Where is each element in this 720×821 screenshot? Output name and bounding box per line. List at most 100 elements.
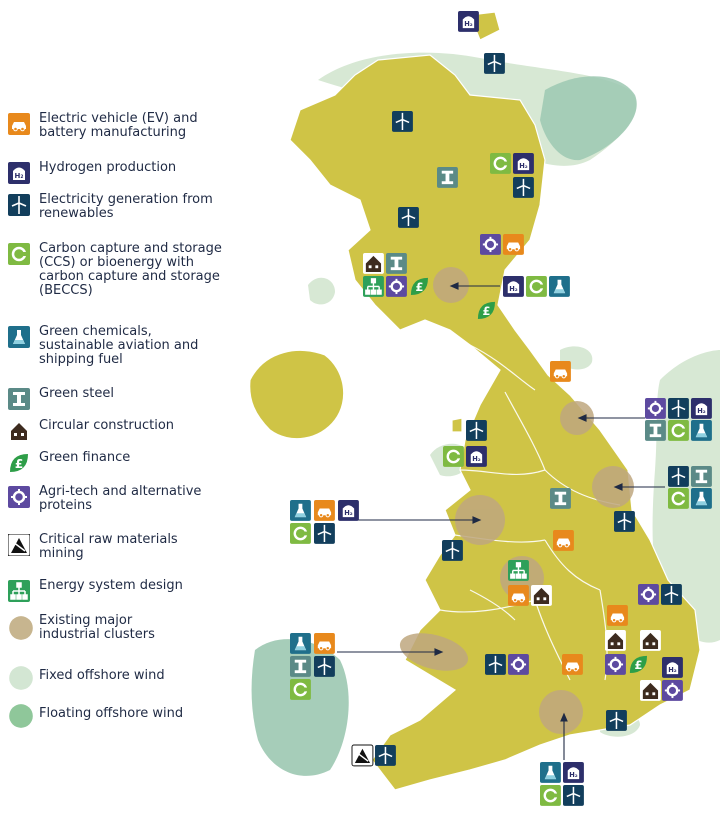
electric-vehicle-icon (553, 530, 574, 551)
legend-label-hydrogen: Hydrogen production (39, 160, 177, 175)
electric-vehicle-icon (8, 113, 30, 135)
electric-vehicle-icon (503, 234, 524, 255)
flask-icon (549, 276, 570, 297)
cluster-humber (592, 466, 634, 508)
carbon-capture-icon (290, 523, 311, 544)
house-icon (531, 585, 552, 606)
pound-leaf-icon: £ (410, 277, 428, 295)
legend-label-renewables: Electricity generation from renewables (39, 192, 213, 221)
legend-item-agri-tech: Agri-tech and alternative proteins (8, 485, 229, 513)
legend-item-green-steel: Green steel (8, 387, 229, 410)
legend-label-floating-wind: Floating offshore wind (39, 706, 184, 721)
house-icon (363, 253, 384, 274)
svg-text:H₂: H₂ (15, 172, 24, 180)
flask-icon (290, 633, 311, 654)
house-icon (8, 420, 30, 442)
legend-item-green-finance: £ Green finance (8, 451, 229, 474)
hydrogen-icon: H₂ (458, 11, 479, 32)
electric-vehicle-icon (508, 585, 529, 606)
legend-item-ccs: Carbon capture and storage (CCS) or bioe… (8, 242, 229, 298)
legend-item-energy-system: Energy system design (8, 579, 229, 602)
mining-icon (8, 534, 30, 556)
steel-beam-icon (437, 167, 458, 188)
agri-tech-icon (662, 680, 683, 701)
svg-text:H₂: H₂ (569, 771, 578, 779)
svg-text:£: £ (15, 457, 23, 471)
legend-item-hydrogen: H₂ Hydrogen production (8, 161, 229, 184)
legend-label-ccs: Carbon capture and storage (CCS) or bioe… (39, 241, 222, 298)
steel-beam-icon (386, 253, 407, 274)
legend-label-energy-system: Energy system design (39, 578, 183, 593)
electric-vehicle-icon (607, 605, 628, 626)
agri-tech-icon (508, 654, 529, 675)
hydrogen-icon: H₂ (662, 657, 683, 678)
flask-icon (8, 326, 30, 348)
steel-beam-icon (290, 656, 311, 677)
legend-label-clusters: Existing major industrial clusters (39, 613, 155, 642)
svg-text:£: £ (634, 658, 642, 672)
floating-wind-swatch-icon (9, 704, 33, 728)
wind-turbine-icon (485, 654, 506, 675)
wind-turbine-icon (398, 207, 419, 228)
flask-icon (540, 762, 561, 783)
house-icon (640, 630, 661, 651)
wind-turbine-icon (661, 584, 682, 605)
legend-label-fixed-wind: Fixed offshore wind (39, 668, 165, 683)
fixed-wind-swatch-icon (9, 666, 33, 690)
legend-item-floating-wind: Floating offshore wind (8, 702, 229, 729)
hydrogen-icon: H₂ (563, 762, 584, 783)
hydrogen-icon: H₂ (691, 398, 712, 419)
hydrogen-icon: H₂ (513, 153, 534, 174)
legend-item-green-chemicals: Green chemicals, sustainable aviation an… (8, 325, 229, 367)
wind-turbine-icon (606, 710, 627, 731)
agri-tech-icon (8, 486, 30, 508)
carbon-capture-icon (540, 785, 561, 806)
legend-label-circular-construction: Circular construction (39, 418, 175, 433)
electric-vehicle-icon (314, 633, 335, 654)
house-icon (640, 680, 661, 701)
agri-tech-icon (638, 584, 659, 605)
legend-label-green-chemicals: Green chemicals, sustainable aviation an… (39, 324, 199, 367)
steel-beam-icon (645, 420, 666, 441)
wind-turbine-icon (314, 656, 335, 677)
wind-turbine-icon (484, 53, 505, 74)
wind-turbine-icon (668, 466, 689, 487)
wind-turbine-icon (314, 523, 335, 544)
legend-label-green-steel: Green steel (39, 386, 114, 401)
hydrogen-icon: H₂ (503, 276, 524, 297)
energy-network-icon (363, 276, 384, 297)
agri-tech-icon (605, 654, 626, 675)
legend-label-green-finance: Green finance (39, 450, 131, 465)
legend-label-ev: Electric vehicle (EV) and battery manufa… (39, 111, 198, 140)
floating-offshore-wind-zone-north (540, 76, 637, 161)
energy-network-icon (8, 580, 30, 602)
mining-icon (351, 744, 374, 767)
agri-tech-icon (645, 398, 666, 419)
wind-turbine-icon (442, 540, 463, 561)
svg-text:H₂: H₂ (344, 509, 353, 517)
wind-turbine-icon (8, 194, 30, 216)
svg-text:H₂: H₂ (519, 162, 528, 170)
wind-turbine-icon (466, 420, 487, 441)
carbon-capture-icon (668, 420, 689, 441)
legend-label-mining: Critical raw materials mining (39, 532, 178, 561)
flask-icon (691, 420, 712, 441)
svg-text:H₂: H₂ (668, 666, 677, 674)
northern-ireland-landmass (249, 349, 345, 440)
steel-beam-icon (8, 388, 30, 410)
fixed-offshore-wind-zone-clyde (308, 277, 335, 305)
carbon-capture-icon (668, 488, 689, 509)
hydrogen-icon: H₂ (466, 446, 487, 467)
pound-leaf-icon: £ (477, 301, 495, 319)
legend-item-ev: Electric vehicle (EV) and battery manufa… (8, 112, 229, 140)
isle-of-man (451, 417, 463, 433)
cluster-southampton (539, 690, 583, 734)
hydrogen-icon: H₂ (8, 162, 30, 184)
flask-icon (290, 500, 311, 521)
svg-text:H₂: H₂ (509, 285, 518, 293)
wind-turbine-icon (563, 785, 584, 806)
legend-label-agri-tech: Agri-tech and alternative proteins (39, 484, 202, 513)
cluster-teesside (560, 401, 594, 435)
carbon-capture-icon (8, 243, 30, 265)
